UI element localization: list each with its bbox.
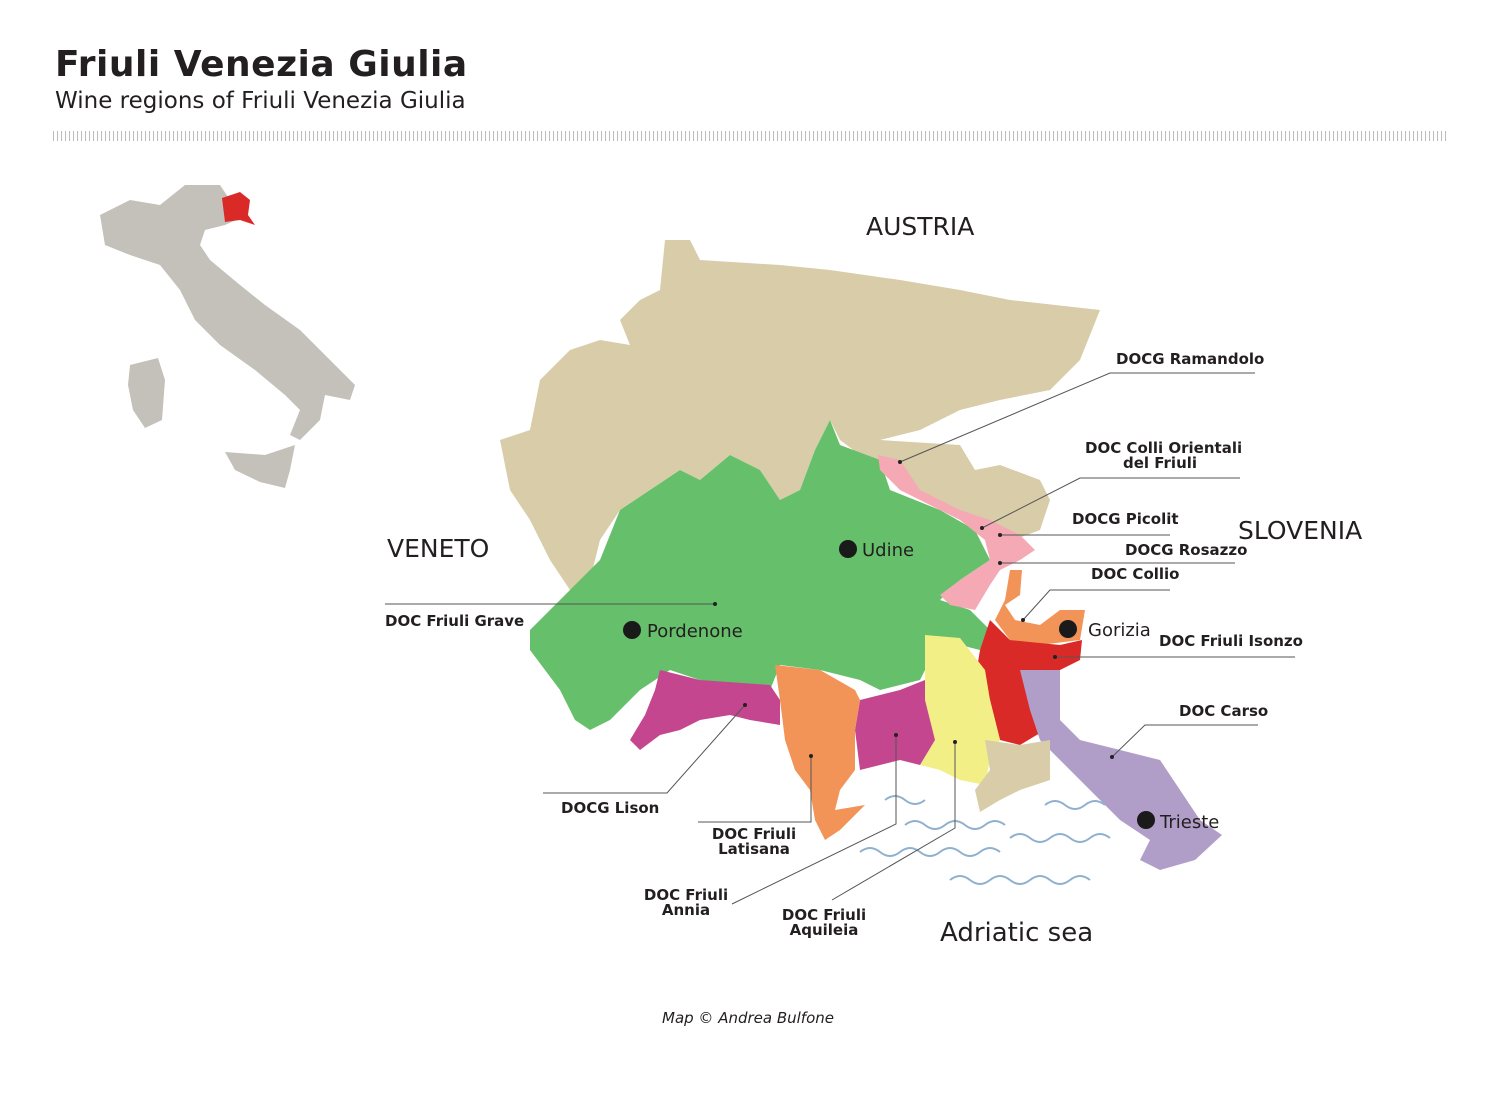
sardinia-inset <box>128 358 165 428</box>
region-aquileia <box>920 635 1000 785</box>
city-marker-udine <box>839 540 857 558</box>
label-line: Latisana <box>718 840 790 858</box>
leader-dots <box>713 460 1114 759</box>
city-marker-trieste <box>1137 811 1155 829</box>
label-isonzo: DOC Friuli Isonzo <box>1159 632 1303 650</box>
label-line: Aquileia <box>789 921 859 939</box>
divider <box>53 131 1448 141</box>
label-lison: DOCG Lison <box>561 799 660 817</box>
italy-inset <box>100 185 355 440</box>
label-ramandolo: DOCG Ramandolo <box>1116 350 1265 368</box>
label-line: Annia <box>661 901 711 919</box>
label-line: del Friuli <box>1122 454 1198 472</box>
label-colli-orientali: DOC Colli Orientali del Friuli <box>1085 439 1243 472</box>
region-latisana <box>775 665 865 840</box>
city-label-pordenone: Pordenone <box>647 621 743 642</box>
city-label-udine: Udine <box>862 540 915 561</box>
page-title: Friuli Venezia Giulia <box>55 44 468 85</box>
label-line: DOC Colli Orientali <box>1085 439 1243 457</box>
region-colli-orientali <box>878 455 1035 610</box>
label-carso: DOC Carso <box>1179 702 1269 720</box>
page-subtitle: Wine regions of Friuli Venezia Giulia <box>55 88 466 114</box>
fvg-inset-highlight <box>222 192 255 225</box>
country-label-slovenia: SLOVENIA <box>1238 516 1363 545</box>
lagoon-land <box>975 740 1050 812</box>
label-picolit: DOCG Picolit <box>1072 510 1179 528</box>
city-marker-pordenone <box>623 621 641 639</box>
map-credit: Map © Andrea Bulfone <box>662 1009 834 1027</box>
mountain-region <box>500 240 1100 590</box>
label-annia: DOC Friuli Annia <box>632 888 740 918</box>
label-aquileia: DOC Friuli Aquileia <box>770 908 878 938</box>
label-line: DOC Friuli <box>643 886 729 904</box>
label-grave: DOC Friuli Grave <box>385 612 525 630</box>
city-label-trieste: Trieste <box>1160 812 1220 833</box>
label-rosazzo: DOCG Rosazzo <box>1125 541 1248 559</box>
country-label-veneto: VENETO <box>387 534 490 563</box>
sea-label: Adriatic sea <box>940 918 1094 948</box>
label-line: DOC Friuli <box>711 825 797 843</box>
label-collio: DOC Collio <box>1091 565 1180 583</box>
region-grave <box>530 420 990 730</box>
country-label-austria: AUSTRIA <box>866 212 975 241</box>
sea-waves <box>859 795 1111 885</box>
label-line: DOC Friuli <box>781 906 867 924</box>
region-carso <box>1020 670 1222 870</box>
city-label-gorizia: Gorizia <box>1088 620 1151 641</box>
city-marker-gorizia <box>1059 620 1077 638</box>
leader-lines <box>385 372 1295 905</box>
label-latisana: DOC Friuli Latisana <box>700 827 808 857</box>
region-annia <box>855 680 935 770</box>
region-lison <box>630 670 780 750</box>
sicily-inset <box>225 445 295 488</box>
